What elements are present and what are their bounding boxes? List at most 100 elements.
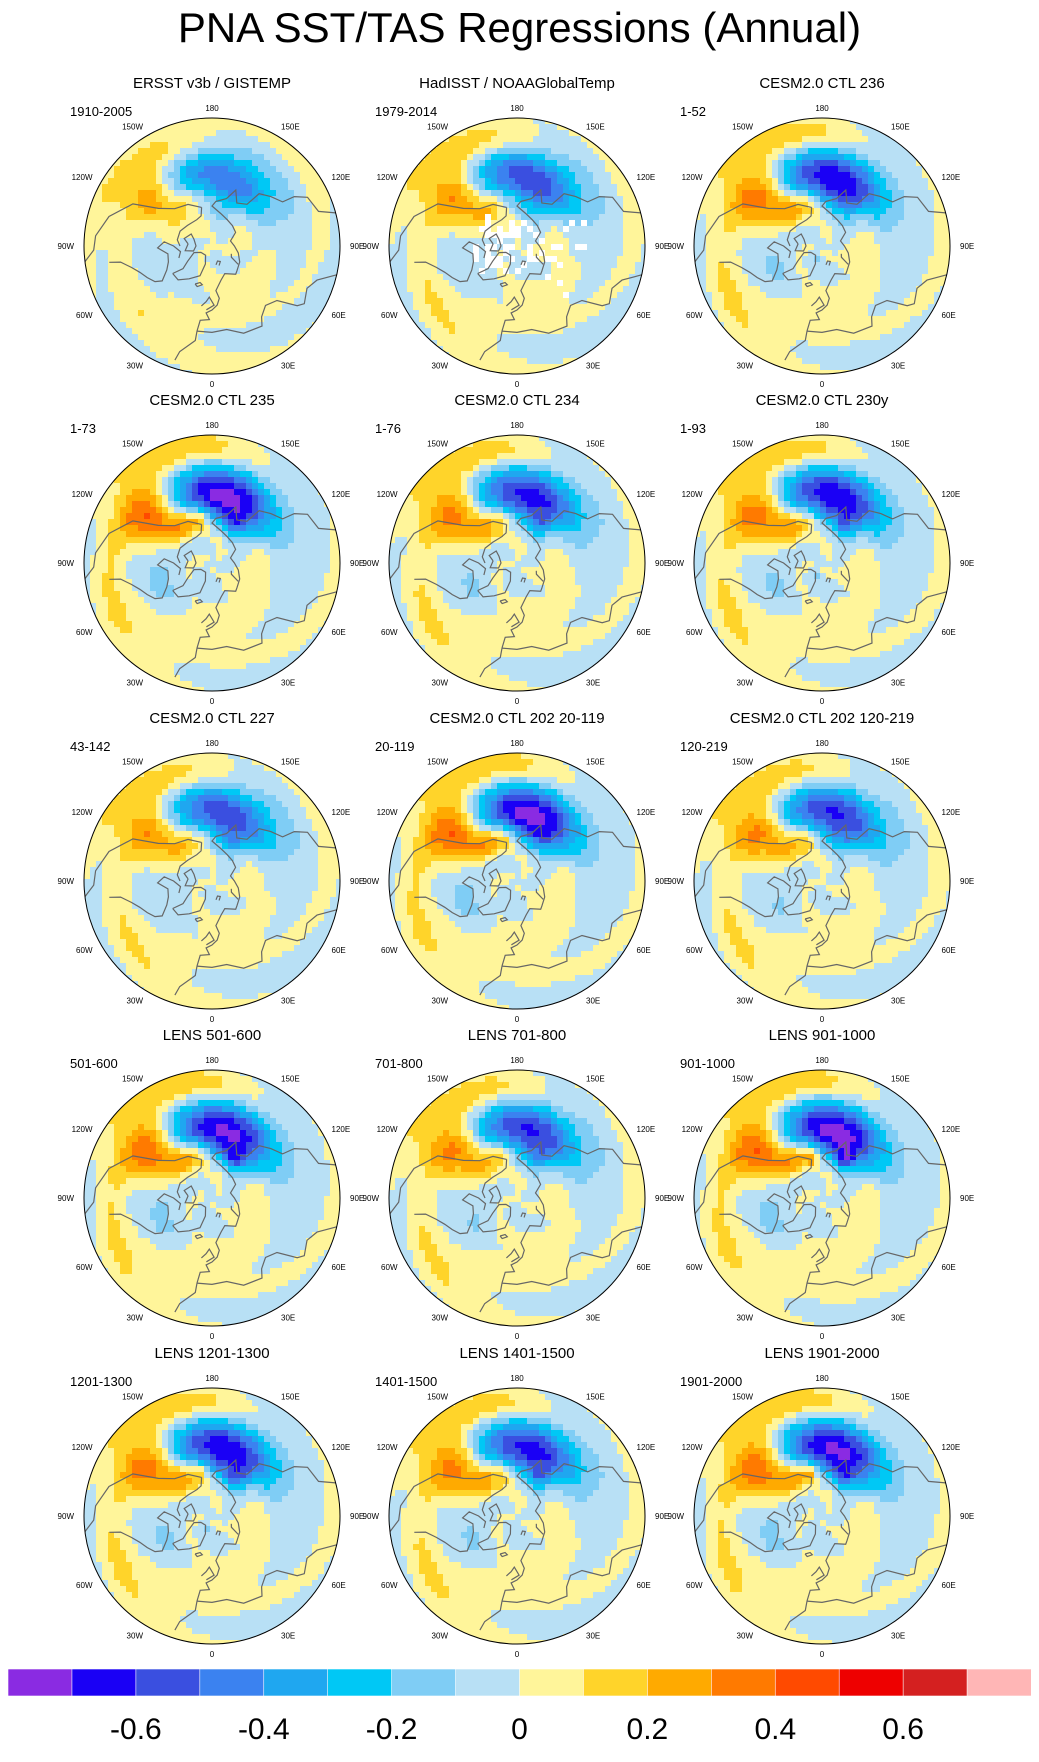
field-cell (198, 364, 205, 371)
field-cell (754, 154, 761, 161)
field-cell (132, 316, 139, 323)
field-cell (838, 352, 845, 359)
field-cell (491, 346, 498, 353)
field-cell (587, 334, 594, 341)
field-cell (419, 232, 426, 239)
field-cell (916, 286, 923, 293)
field-cell (569, 166, 576, 173)
field-cell (389, 196, 396, 203)
field-cell (246, 160, 253, 167)
field-cell (814, 148, 821, 155)
field-cell (539, 178, 546, 185)
field-cell (174, 292, 181, 299)
field-cell (210, 268, 217, 275)
field-cell (395, 304, 402, 311)
field-cell (563, 142, 570, 149)
field-cell (156, 286, 163, 293)
field-cell (521, 322, 528, 329)
field-cell (174, 124, 181, 131)
field-cell (288, 298, 295, 305)
field-cell (826, 190, 833, 197)
field-cell (210, 196, 217, 203)
field-cell (886, 328, 893, 335)
field-cell (210, 184, 217, 191)
field-cell (102, 250, 109, 257)
field-cell (503, 304, 510, 311)
field-cell (808, 262, 815, 269)
field-cell (527, 370, 534, 374)
field-cell (718, 166, 725, 173)
field-cell (186, 328, 193, 335)
field-cell (114, 304, 121, 311)
field-cell (294, 238, 301, 245)
field-cell (270, 471, 277, 478)
field-cell (246, 166, 253, 173)
field-cell (216, 154, 223, 161)
field-cell (276, 280, 283, 287)
field-cell (144, 244, 151, 251)
field-cell (234, 262, 241, 269)
field-cell (461, 334, 468, 341)
field-cell (838, 298, 845, 305)
field-cell (198, 196, 205, 203)
field-cell (162, 250, 169, 257)
field-cell (473, 136, 480, 143)
field-cell (455, 184, 462, 191)
field-cell (246, 262, 253, 269)
field-cell (437, 322, 444, 329)
field-cell (832, 364, 839, 371)
field-cell (515, 178, 522, 185)
field-cell (796, 286, 803, 293)
field-cell (880, 262, 887, 269)
field-cell (563, 310, 570, 317)
field-cell (228, 364, 235, 371)
field-cell (629, 256, 636, 263)
field-cell (443, 316, 450, 323)
field-cell (156, 232, 163, 239)
field-cell (629, 232, 636, 239)
field-cell (294, 214, 301, 221)
field-cell (192, 160, 199, 167)
field-cell (228, 453, 235, 460)
field-cell (940, 280, 947, 287)
field-cell (473, 280, 480, 287)
field-cell (162, 477, 169, 484)
field-cell (294, 328, 301, 335)
field-cell (754, 220, 761, 227)
field-cell (324, 220, 331, 227)
longitude-label: 90W (363, 242, 380, 251)
field-cell (563, 148, 570, 155)
field-cell (700, 202, 707, 209)
field-cell (898, 178, 905, 185)
field-cell (120, 238, 127, 245)
field-cell (258, 178, 265, 185)
field-cell (850, 262, 857, 269)
field-cell (425, 154, 432, 161)
field-cell (204, 124, 211, 131)
field-cell (533, 346, 540, 353)
field-cell (605, 268, 612, 275)
field-cell (605, 208, 612, 215)
coastline (183, 233, 197, 252)
field-cell (497, 160, 504, 167)
field-cell (611, 334, 618, 341)
field-cell (156, 489, 163, 496)
field-cell (192, 471, 199, 478)
field-cell (467, 316, 474, 323)
field-cell (527, 280, 534, 287)
field-cell (617, 316, 624, 323)
field-cell (754, 268, 761, 275)
field-cell (617, 292, 624, 299)
field-cell (856, 370, 863, 374)
field-cell (108, 304, 115, 311)
field-cell (563, 328, 570, 335)
field-cell (527, 148, 534, 155)
field-cell (820, 358, 827, 365)
longitude-label: 120E (637, 173, 656, 182)
field-cell (294, 304, 301, 311)
field-cell (168, 208, 175, 215)
field-cell (790, 244, 797, 251)
field-cell (264, 471, 271, 478)
field-cell (892, 334, 899, 341)
field-cell (910, 256, 917, 263)
